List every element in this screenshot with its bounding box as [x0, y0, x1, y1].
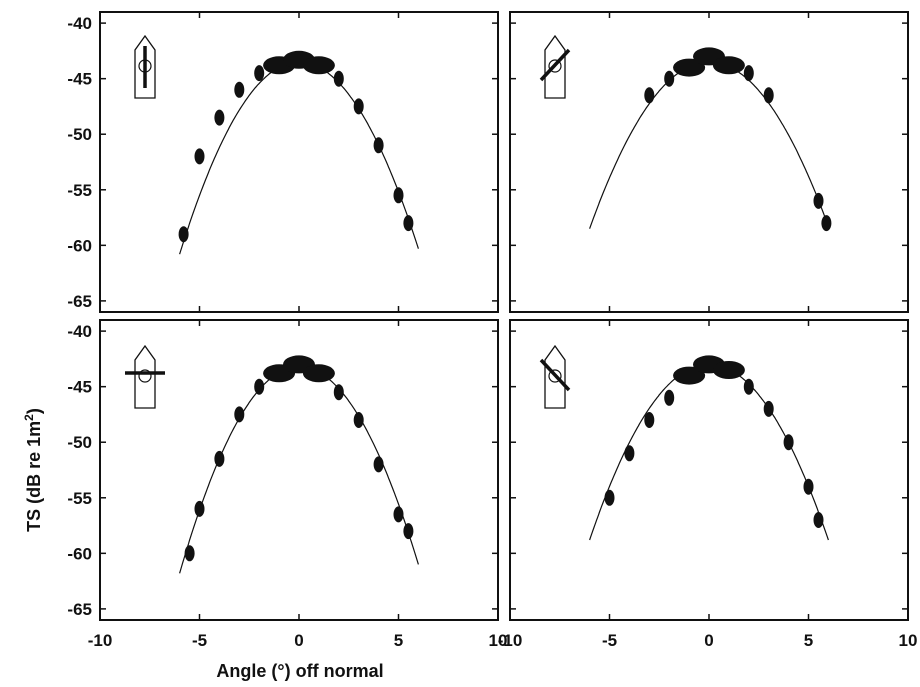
data-point [673, 366, 706, 385]
data-point [644, 87, 655, 104]
y-tick-label: -40 [67, 322, 92, 341]
y-tick-label: -60 [67, 236, 92, 255]
y-axis-label: TS (dB re 1m2) [22, 408, 44, 532]
x-tick-label: 10 [489, 631, 508, 650]
x-tick-label: -5 [192, 631, 207, 650]
transducer-icon [548, 59, 562, 73]
y-axis-label-main: TS (dB re 1m [24, 421, 44, 532]
data-point [353, 98, 364, 115]
data-point [712, 361, 745, 379]
fit-curve [179, 366, 419, 574]
data-point [302, 56, 335, 75]
data-point [763, 400, 774, 417]
transducer-icon [138, 369, 152, 383]
panels [99, 11, 909, 621]
x-tick-label: -10 [88, 631, 113, 650]
vessel-icon [125, 344, 165, 409]
data-point [813, 192, 824, 209]
y-tick-label: -65 [67, 600, 92, 619]
data-point [743, 378, 754, 395]
data-point [403, 215, 414, 232]
x-tick-label: -10 [498, 631, 523, 650]
y-axis-label-superscript: 2 [22, 414, 36, 421]
data-point [673, 58, 706, 77]
data-point [178, 226, 189, 243]
x-tick-labels-left: -10 -5 0 5 10 [88, 631, 508, 650]
data-point [664, 389, 675, 406]
data-point [763, 87, 774, 104]
data-point [712, 56, 745, 75]
data-point [373, 456, 384, 473]
y-tick-label: -50 [67, 433, 92, 452]
x-tick-label: 0 [294, 631, 303, 650]
data-point [333, 384, 344, 401]
data-point [302, 364, 335, 383]
data-point [803, 478, 814, 495]
vessel-icon [134, 34, 156, 99]
y-tick-label: -45 [67, 70, 92, 89]
data-point [373, 137, 384, 154]
data-point [234, 81, 245, 98]
vessel-icon [539, 344, 571, 409]
panel-bottom-left [99, 319, 499, 621]
x-axis-label: Angle (°) off normal [216, 661, 383, 681]
x-tick-label: 5 [394, 631, 403, 650]
data-point [353, 412, 364, 428]
data-point [214, 450, 225, 467]
x-tick-label: 0 [704, 631, 713, 650]
y-tick-label: -65 [67, 292, 92, 311]
y-axis-label-close: ) [24, 408, 44, 414]
data-point [184, 545, 195, 562]
x-tick-labels-right: -10 -5 0 5 10 [498, 631, 918, 650]
data-point [664, 70, 675, 87]
data-point [624, 445, 635, 462]
y-tick-label: -55 [67, 181, 92, 200]
data-point [644, 412, 655, 428]
data-point [821, 215, 832, 232]
data-point [393, 506, 404, 523]
data-point [234, 406, 245, 423]
y-tick-labels-bottom: -40 -45 -50 -55 -60 -65 [67, 322, 92, 619]
data-point [254, 378, 265, 395]
x-tick-label: -5 [602, 631, 617, 650]
x-tick-label: 10 [899, 631, 918, 650]
fit-curve [589, 61, 829, 229]
data-point [393, 187, 404, 204]
y-tick-labels-top: -40 -45 -50 -55 -60 -65 [67, 14, 92, 311]
data-point [813, 512, 824, 528]
data-point [194, 500, 205, 517]
x-tick-label: 5 [804, 631, 813, 650]
vessel-icon [539, 34, 571, 99]
y-tick-label: -60 [67, 544, 92, 563]
y-tick-label: -40 [67, 14, 92, 33]
panel-top-left [99, 11, 499, 313]
data-point [194, 148, 205, 165]
transducer-icon [548, 369, 562, 383]
data-point [214, 109, 225, 126]
beam-axis-icon [539, 48, 571, 82]
vessel-hull-icon [134, 344, 156, 409]
y-tick-label: -55 [67, 489, 92, 508]
beam-axis-icon [539, 358, 571, 392]
data-point [743, 65, 754, 82]
data-point [254, 65, 265, 82]
y-tick-label: -50 [67, 125, 92, 144]
data-point [604, 489, 615, 506]
data-point [333, 70, 344, 87]
fit-curve [179, 61, 419, 255]
panel-top-right [509, 11, 909, 313]
panel-bottom-right [509, 319, 909, 621]
data-point [783, 434, 794, 451]
y-tick-label: -45 [67, 378, 92, 397]
data-point [403, 523, 414, 540]
